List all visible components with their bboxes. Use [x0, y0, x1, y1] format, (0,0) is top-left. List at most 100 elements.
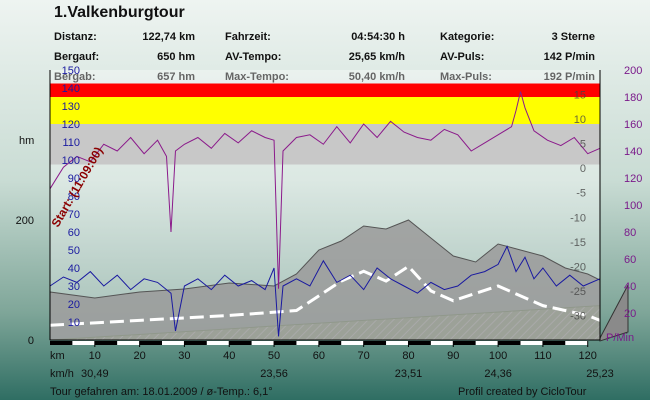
speed-row-value: 25,23: [586, 368, 614, 380]
x-tick-label: 30: [178, 350, 190, 362]
x-axis-band-segment: [72, 341, 95, 345]
x-axis-title: km: [50, 350, 65, 362]
y-right-axis-title: P/Min: [606, 332, 634, 344]
x-tick-label: 90: [447, 350, 459, 362]
chart-title: 1.Valkenburgtour: [54, 4, 185, 21]
stat-label-ridetime: Fahrzeit:: [225, 31, 271, 43]
y-left-inner-tick-label: 90: [68, 173, 80, 185]
y-right-inner-tick-label: 0: [580, 163, 586, 175]
y-left-inner-tick-label: 30: [68, 281, 80, 293]
y-right-tick-label: 40: [624, 281, 636, 293]
x-tick-label: 80: [402, 350, 414, 362]
y-left-tick-label: 200: [16, 215, 34, 227]
stat-value-avg-speed: 25,65 km/h: [348, 51, 405, 63]
y-right-inner-tick-label: -30: [570, 310, 586, 322]
stat-value-category: 3 Sterne: [551, 31, 595, 43]
y-right-inner-tick-label: -25: [570, 286, 586, 298]
stat-label-category: Kategorie:: [440, 31, 495, 43]
x-axis-band-segment: [274, 341, 297, 345]
stat-label-ascent: Bergauf:: [54, 51, 100, 63]
y-left-inner-tick-label: 20: [68, 299, 80, 311]
zone-band-yellow: [50, 97, 600, 124]
x-axis-band-segment: [139, 341, 163, 345]
x-tick-label: 120: [579, 350, 597, 362]
y-right-tick-label: 160: [624, 119, 642, 131]
stat-value-ascent: 650 hm: [157, 51, 195, 63]
x-axis-band-segment: [520, 341, 543, 345]
stat-label-avg-pulse: AV-Puls:: [440, 51, 485, 63]
x-tick-label: 60: [313, 350, 325, 362]
x-axis-band-segment: [453, 341, 476, 345]
y-right-tick-label: 100: [624, 200, 642, 212]
stat-value-max-speed: 50,40 km/h: [348, 71, 405, 83]
stat-label-max-speed: Max-Tempo:: [225, 71, 289, 83]
y-right-tick-label: 80: [624, 227, 636, 239]
stat-value-descent: 657 hm: [157, 71, 195, 83]
x-axis-band-segment: [296, 341, 319, 345]
footer-credit: Profil created by CicloTour: [458, 386, 587, 398]
y-left-inner-tick-label: 100: [62, 155, 80, 167]
speed-row-value: 30,49: [81, 368, 109, 380]
x-tick-label: 10: [89, 350, 101, 362]
speed-row-value: 23,51: [395, 368, 423, 380]
x-axis-band-segment: [251, 341, 275, 345]
y-right-tick-label: 140: [624, 146, 642, 158]
x-axis-band-segment: [162, 341, 185, 345]
x-axis-band-segment: [386, 341, 409, 345]
y-left-inner-tick-label: 80: [68, 191, 80, 203]
x-axis-band-segment: [475, 341, 499, 345]
y-left-inner-tick-label: 120: [62, 119, 80, 131]
y-left-inner-tick-label: 50: [68, 245, 80, 257]
y-left-inner-tick-label: 70: [68, 209, 80, 221]
y-right-inner-tick-label: 5: [580, 139, 586, 151]
x-tick-label: 110: [534, 350, 552, 362]
y-right-inner-tick-label: -20: [570, 261, 586, 273]
y-left-inner-tick-label: 40: [68, 263, 80, 275]
x-tick-label: 50: [268, 350, 280, 362]
zone-band-grey: [50, 124, 600, 165]
speed-line: [49, 245, 601, 337]
y-left-inner-tick-label: 150: [62, 65, 80, 77]
footer-date-temp: Tour gefahren am: 18.01.2009 / ø-Temp.: …: [50, 386, 273, 398]
x-axis-band-segment: [50, 341, 73, 345]
y-left-tick-label: 0: [28, 335, 34, 347]
y-right-inner-tick-label: 15: [574, 90, 586, 102]
x-tick-label: 70: [358, 350, 370, 362]
heart-rate-line: [49, 91, 601, 289]
stat-value-ridetime: 04:54:30 h: [351, 31, 405, 43]
stat-label-max-pulse: Max-Puls:: [440, 71, 492, 83]
x-tick-label: 20: [133, 350, 145, 362]
x-axis-band-segment: [498, 341, 521, 345]
y-left-inner-tick-label: 140: [62, 83, 80, 95]
y-left-inner-tick-label: 130: [62, 101, 80, 113]
y-right-inner-tick-label: -15: [570, 237, 586, 249]
stat-value-max-pulse: 192 P/min: [543, 71, 595, 83]
temperature-line: [49, 264, 601, 327]
x-axis-band-segment: [117, 341, 140, 345]
y-left-inner-tick-label: 10: [68, 317, 80, 329]
speed-row-value: 24,36: [484, 368, 512, 380]
x-axis-band-segment: [229, 341, 252, 345]
x-axis-band-segment: [408, 341, 431, 345]
x-axis-band-segment: [430, 341, 454, 345]
y-right-tick-label: 180: [624, 92, 642, 104]
y-right-tick-label: 120: [624, 173, 642, 185]
x-tick-label: 40: [223, 350, 235, 362]
stat-label-descent: Bergab:: [54, 71, 96, 83]
y-right-tick-label: 20: [624, 308, 636, 320]
zone-band-red: [50, 83, 600, 97]
x-axis-band-segment: [94, 341, 118, 345]
stat-label-avg-speed: AV-Tempo:: [225, 51, 282, 63]
altitude-area: [49, 219, 601, 341]
y-right-inner-tick-label: -10: [570, 212, 586, 224]
x-axis-band-segment: [206, 341, 230, 345]
speed-row-value: 23,56: [260, 368, 288, 380]
y-right-inner-tick-label: 10: [574, 114, 586, 126]
stat-value-distance: 122,74 km: [142, 31, 195, 43]
stat-value-avg-pulse: 142 P/min: [543, 51, 595, 63]
y-right-inner-tick-label: -5: [576, 188, 586, 200]
x-axis-band-segment: [565, 341, 588, 345]
x-axis-band-segment: [184, 341, 207, 345]
